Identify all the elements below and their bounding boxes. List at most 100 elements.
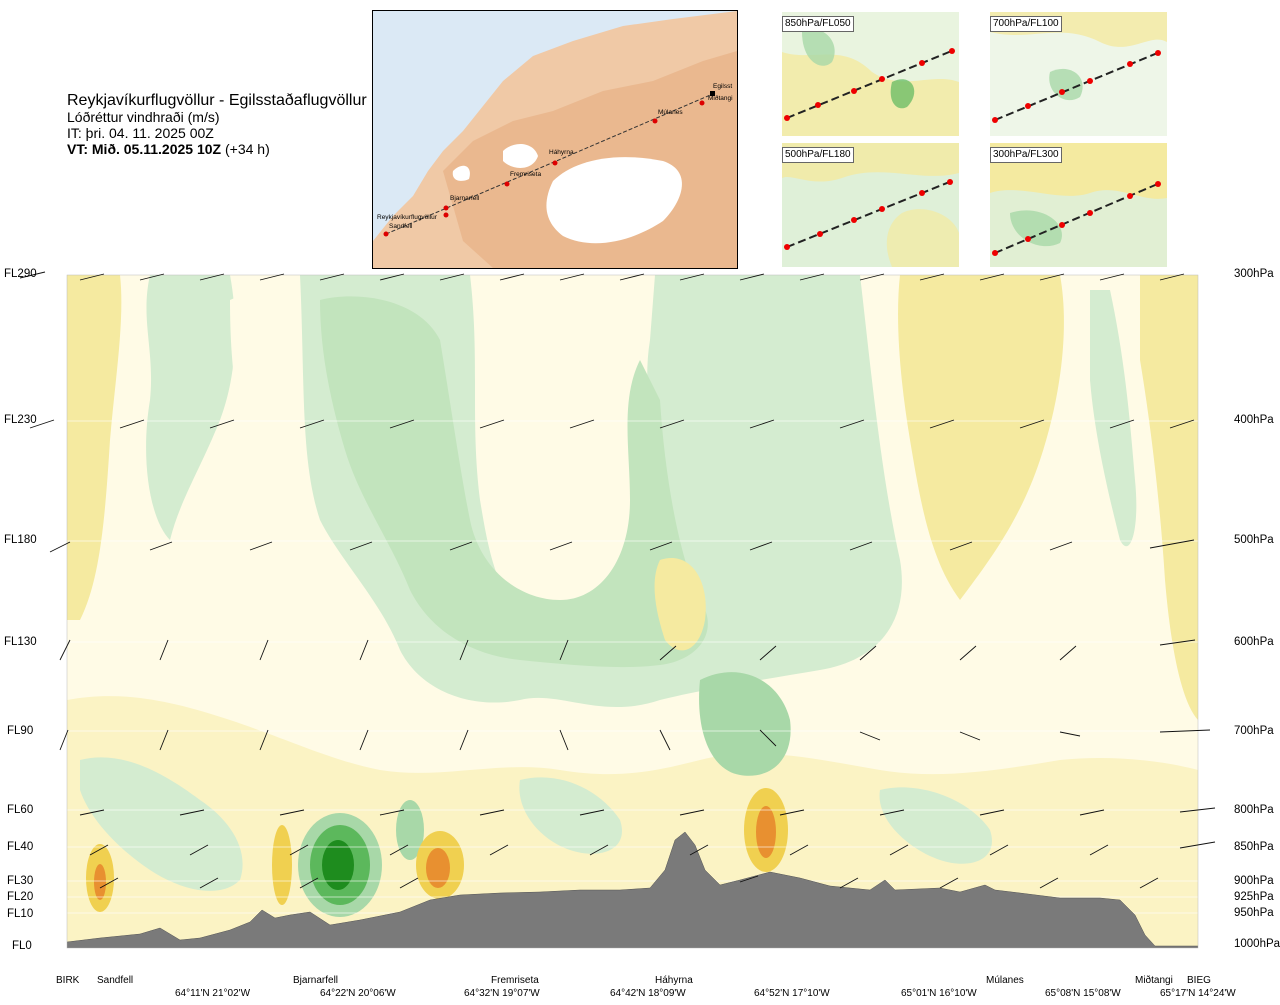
coord-label-4: 64°42'N 18°09'W — [610, 988, 686, 999]
field-region-east-green — [1090, 290, 1137, 547]
fl-label-0: FL0 — [12, 940, 32, 952]
hpa-label-500: 500hPa — [1234, 534, 1274, 546]
field-region-lower-west-green — [80, 757, 243, 891]
wind-barbs-700hpa — [59, 729, 1211, 751]
hpa-label-800: 800hPa — [1234, 804, 1274, 816]
plot-frame — [66, 274, 1199, 949]
map-label-sandfell: Sandfell — [389, 223, 413, 230]
parameter-label: Lóðréttur vindhraði (m/s) — [67, 109, 220, 125]
level-panel-700: 700hPa/FL100 — [990, 12, 1167, 136]
map-point-midtangi — [699, 100, 705, 106]
map-label-midtangi: Miðtangi — [708, 95, 733, 102]
overview-map: Reykjavíkurflugvöllur Sandfell Bjarnarfe… — [372, 10, 738, 269]
wind-barbs-600hpa — [59, 639, 1196, 661]
field-region-midlevel-green — [699, 672, 791, 776]
field-region-far-east-yellow — [1140, 275, 1198, 720]
initial-time: IT: þri. 04. 11. 2025 00Z — [67, 125, 214, 141]
valid-time: VT: Mið. 05.11.2025 10Z (+34 h) — [67, 141, 367, 157]
map-point-fremriseta — [504, 181, 510, 187]
wind-barbs-900hpa — [99, 875, 1159, 889]
level-panel-850: 850hPa/FL050 — [782, 12, 959, 136]
route-point-hahyrna: Háhyrna — [655, 975, 693, 986]
hpa-label-950: 950hPa — [1234, 907, 1274, 919]
fl-label-40: FL40 — [7, 841, 34, 853]
field-updraft-secondary — [396, 800, 424, 860]
route-point-bieg: BIEG — [1187, 975, 1211, 986]
route-point-bjarnarfell: Bjarnarfell — [293, 975, 339, 986]
coord-label-2: 64°22'N 20°06'W — [320, 988, 396, 999]
hpa-label-850: 850hPa — [1234, 841, 1274, 853]
title-block: Reykjavíkurflugvöllur - Egilsstaðaflugvö… — [67, 92, 367, 158]
map-label-hahyrna: Háhyrna — [549, 149, 574, 156]
field-region-neutral-strip — [230, 296, 270, 460]
coord-label-7: 65°08'N 15°08'W — [1045, 988, 1121, 999]
field-region-west-yellow — [67, 275, 122, 620]
level-panel-300-label: 300hPa/FL300 — [990, 147, 1062, 163]
coord-label-1: 64°11'N 21°02'W — [175, 988, 251, 999]
valid-time-date: VT: Mið. 05.11.2025 10Z — [67, 141, 222, 157]
field-downdraft-core-b-inner — [756, 806, 776, 858]
field-downdraft-core-c-inner — [94, 864, 106, 900]
hpa-label-400: 400hPa — [1234, 414, 1274, 426]
level-panel-300-map — [990, 143, 1167, 267]
level-panel-850-map — [782, 12, 959, 136]
hpa-label-900: 900hPa — [1234, 875, 1274, 887]
hpa-label-1000: 1000hPa — [1234, 938, 1280, 950]
fl-label-60: FL60 — [7, 804, 34, 816]
map-point-sandfell — [443, 212, 449, 218]
fl-label-10: FL10 — [7, 908, 34, 920]
wind-barbs-800hpa — [79, 807, 1216, 816]
route-point-mulanes: Múlanes — [986, 975, 1024, 986]
field-region-lower-east-green — [879, 787, 992, 864]
wind-barbs — [19, 271, 1216, 889]
coord-label-6: 65°01'N 16°10'W — [901, 988, 977, 999]
map-point-mulanes — [652, 118, 658, 124]
wind-barbs-400hpa — [29, 419, 1195, 429]
level-panel-500-map — [782, 143, 959, 267]
map-label-bjarnarfell: Bjarnarfell — [450, 195, 480, 202]
field-region-lower-mid-green — [519, 777, 622, 854]
fl-label-30: FL30 — [7, 875, 34, 887]
wind-barbs-850hpa — [89, 841, 1216, 856]
map-point-hahyrna — [552, 160, 558, 166]
level-panel-850-label: 850hPa/FL050 — [782, 16, 854, 32]
route-title: Reykjavíkurflugvöllur - Egilsstaðaflugvö… — [67, 92, 367, 109]
level-panel-500-label: 500hPa/FL180 — [782, 147, 854, 163]
fl-label-130: FL130 — [4, 636, 37, 648]
fl-label-90: FL90 — [7, 725, 34, 737]
route-point-birk: BIRK — [56, 975, 80, 986]
wind-barbs-500hpa — [49, 539, 1195, 553]
map-label-mulanes: Múlanes — [658, 109, 683, 116]
valid-time-lead: (+34 h) — [224, 141, 270, 157]
field-region-east-yellow — [898, 275, 1064, 600]
wind-barbs-300hpa — [19, 271, 1185, 281]
field-updraft-core-inner — [322, 840, 354, 890]
level-panel-700-label: 700hPa/FL100 — [990, 16, 1062, 32]
map-point-egilsstadir — [710, 91, 715, 96]
fl-label-20: FL20 — [7, 891, 34, 903]
map-label-reykjavik: Reykjavíkurflugvöllur — [377, 214, 437, 221]
route-point-fremriseta: Fremriseta — [491, 975, 539, 986]
field-downdraft-core-d — [272, 825, 292, 905]
field-region-west-green — [146, 275, 236, 540]
level-panel-500: 500hPa/FL180 — [782, 143, 959, 267]
hpa-label-600: 600hPa — [1234, 636, 1274, 648]
field-region-mid-yellow — [654, 558, 706, 651]
coord-label-8: 65°17'N 14°24'W — [1160, 988, 1236, 999]
fl-label-290: FL290 — [4, 268, 37, 280]
field-downdraft-core-a-inner — [426, 848, 450, 888]
map-label-fremriseta: Fremriseta — [510, 171, 542, 178]
fl-label-180: FL180 — [4, 534, 37, 546]
map-point-reykjavik — [383, 231, 389, 237]
overview-map-drawing — [373, 11, 737, 268]
route-point-sandfell: Sandfell — [97, 975, 134, 986]
coord-label-5: 64°52'N 17°10'W — [754, 988, 830, 999]
field-region-upper-green-inner — [320, 296, 708, 668]
route-point-midtangi: Miðtangi — [1135, 975, 1173, 986]
hpa-label-300: 300hPa — [1234, 268, 1274, 280]
hpa-label-925: 925hPa — [1234, 891, 1274, 903]
coord-label-3: 64°32'N 19°07'W — [464, 988, 540, 999]
level-panel-300: 300hPa/FL300 — [990, 143, 1167, 267]
fl-label-230: FL230 — [4, 414, 37, 426]
